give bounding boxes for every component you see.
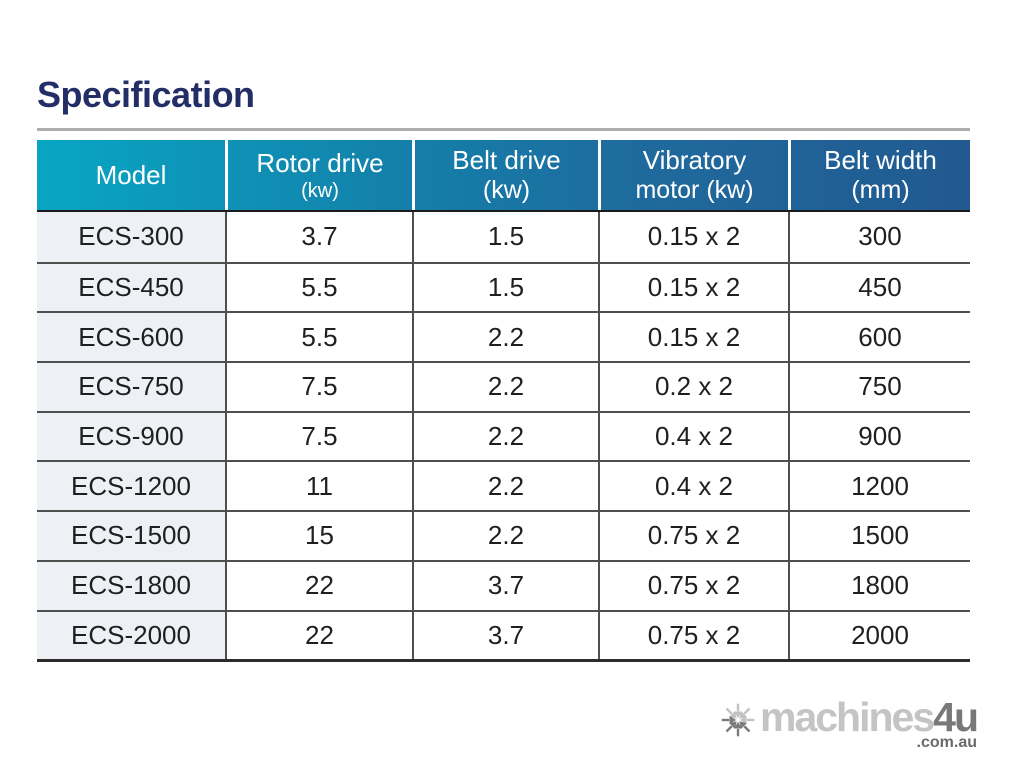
value-cell: 0.75 x 2 bbox=[598, 512, 788, 560]
value-cell: 7.5 bbox=[225, 363, 412, 411]
column-header-model: Model bbox=[37, 140, 225, 210]
table-row: ECS-300 3.7 1.5 0.15 x 2 300 bbox=[37, 212, 970, 262]
value-cell: 1.5 bbox=[412, 263, 598, 312]
value-cell: 1800 bbox=[788, 561, 970, 610]
table-row: ECS-900 7.5 2.2 0.4 x 2 900 bbox=[37, 410, 970, 461]
table-row: ECS-750 7.5 2.2 0.2 x 2 750 bbox=[37, 361, 970, 411]
value-cell: 0.75 x 2 bbox=[598, 561, 788, 610]
value-cell: 1500 bbox=[788, 512, 970, 560]
column-header-unit: motor (kw) bbox=[635, 176, 754, 204]
model-cell: ECS-750 bbox=[37, 363, 225, 411]
table-row: ECS-1200 11 2.2 0.4 x 2 1200 bbox=[37, 460, 970, 511]
value-cell: 0.15 x 2 bbox=[598, 212, 788, 262]
page-title: Specification bbox=[37, 74, 255, 115]
column-header-rotor-drive: Rotor drive (kw) bbox=[225, 140, 412, 210]
table-header-row: Model Rotor drive (kw) Belt drive (kw) Vibrat… bbox=[37, 140, 970, 212]
column-header-label: Belt width bbox=[824, 145, 937, 175]
model-cell: ECS-1800 bbox=[37, 561, 225, 610]
title-divider-rule bbox=[37, 128, 970, 131]
table-row: ECS-1500 15 2.2 0.75 x 2 1500 bbox=[37, 510, 970, 560]
value-cell: 2.2 bbox=[412, 462, 598, 511]
column-header-vibratory-motor: Vibratory motor (kw) bbox=[598, 140, 788, 210]
value-cell: 0.75 x 2 bbox=[598, 611, 788, 660]
value-cell: 3.7 bbox=[225, 212, 412, 262]
value-cell: 0.15 x 2 bbox=[598, 313, 788, 362]
value-cell: 2000 bbox=[788, 611, 970, 660]
column-header-label: Belt drive bbox=[452, 145, 561, 175]
table-row: ECS-600 5.5 2.2 0.15 x 2 600 bbox=[37, 311, 970, 362]
column-header-unit: (kw) bbox=[301, 179, 339, 202]
value-cell: 2.2 bbox=[412, 313, 598, 362]
value-cell: 2.2 bbox=[412, 412, 598, 461]
value-cell: 1.5 bbox=[412, 212, 598, 262]
value-cell: 0.4 x 2 bbox=[598, 412, 788, 461]
value-cell: 3.7 bbox=[412, 611, 598, 660]
value-cell: 22 bbox=[225, 561, 412, 610]
value-cell: 600 bbox=[788, 313, 970, 362]
watermark-text: machines4u .com.au bbox=[760, 694, 979, 752]
model-cell: ECS-900 bbox=[37, 412, 225, 461]
value-cell: 11 bbox=[225, 462, 412, 511]
specification-table: Model Rotor drive (kw) Belt drive (kw) Vibrat… bbox=[37, 140, 970, 663]
value-cell: 0.4 x 2 bbox=[598, 462, 788, 511]
value-cell: 5.5 bbox=[225, 263, 412, 312]
table-row: ECS-450 5.5 1.5 0.15 x 2 450 bbox=[37, 261, 970, 312]
value-cell: 2.2 bbox=[412, 512, 598, 560]
model-cell: ECS-2000 bbox=[37, 611, 225, 660]
value-cell: 0.2 x 2 bbox=[598, 363, 788, 411]
value-cell: 900 bbox=[788, 412, 970, 461]
column-header-label: Rotor drive bbox=[256, 147, 384, 178]
column-header-belt-drive: Belt drive (kw) bbox=[412, 140, 598, 210]
brand-suffix: 4u bbox=[933, 694, 979, 740]
brand-domain: .com.au bbox=[916, 734, 978, 751]
value-cell: 5.5 bbox=[225, 313, 412, 362]
value-cell: 2.2 bbox=[412, 363, 598, 411]
value-cell: 1200 bbox=[788, 462, 970, 511]
table-row: ECS-2000 22 3.7 0.75 x 2 2000 bbox=[37, 609, 970, 660]
model-cell: ECS-300 bbox=[37, 212, 225, 262]
value-cell: 0.15 x 2 bbox=[598, 263, 788, 312]
value-cell: 450 bbox=[788, 263, 970, 312]
value-cell: 7.5 bbox=[225, 412, 412, 461]
model-cell: ECS-450 bbox=[37, 263, 225, 312]
brand-name: machines bbox=[760, 694, 935, 740]
value-cell: 22 bbox=[225, 611, 412, 660]
value-cell: 750 bbox=[788, 363, 970, 411]
model-cell: ECS-600 bbox=[37, 313, 225, 362]
column-header-belt-width: Belt width (mm) bbox=[788, 140, 970, 210]
machines4u-watermark: machines4u .com.au bbox=[721, 694, 979, 752]
model-cell: ECS-1200 bbox=[37, 462, 225, 511]
table-row: ECS-1800 22 3.7 0.75 x 2 1800 bbox=[37, 559, 970, 610]
column-header-label: Vibratory bbox=[642, 145, 747, 175]
snowflake-arrows-icon bbox=[721, 703, 755, 737]
value-cell: 300 bbox=[788, 212, 970, 262]
column-header-unit: (mm) bbox=[851, 176, 910, 204]
model-cell: ECS-1500 bbox=[37, 512, 225, 560]
table-body: ECS-300 3.7 1.5 0.15 x 2 300 ECS-450 5.5 1.5 0.1… bbox=[37, 212, 970, 663]
value-cell: 15 bbox=[225, 512, 412, 560]
column-header-label: Model bbox=[95, 159, 167, 190]
column-header-unit: (kw) bbox=[482, 176, 531, 204]
value-cell: 3.7 bbox=[412, 561, 598, 610]
